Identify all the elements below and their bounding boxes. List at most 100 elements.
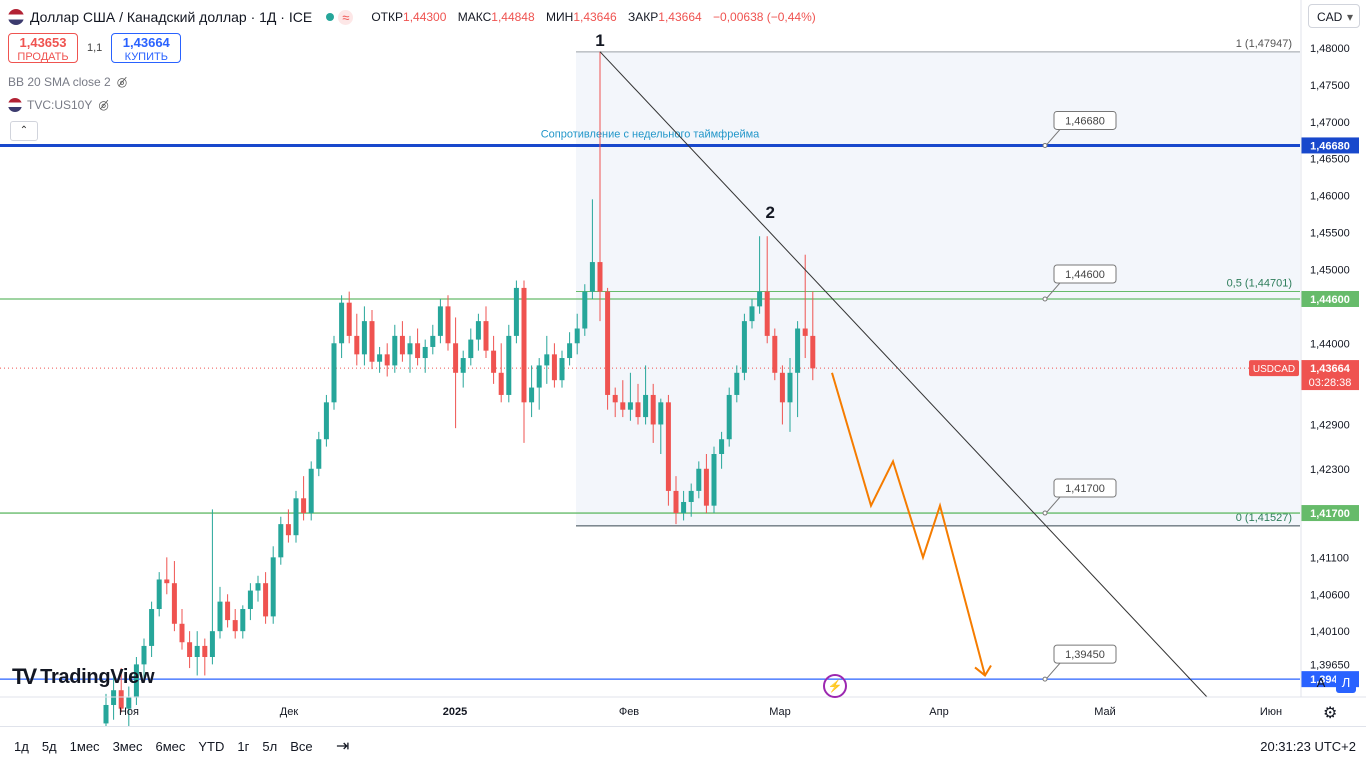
- symbol-title[interactable]: Доллар США / Канадский доллар · 1Д · ICE: [30, 9, 313, 25]
- usd-cad-flag-icon: [8, 9, 24, 25]
- tf-1y[interactable]: 1г: [237, 739, 250, 754]
- open-label: ОТКР: [371, 10, 404, 24]
- level-callout-pointer: [1045, 496, 1061, 514]
- clock[interactable]: 20:31:23 UTC+2: [1260, 739, 1356, 754]
- candle-body: [133, 664, 139, 698]
- candle-body: [187, 642, 193, 657]
- candle-body: [445, 306, 451, 344]
- candle-body: [567, 343, 573, 359]
- tf-5y[interactable]: 5л: [262, 739, 278, 754]
- level-callout-pointer: [1045, 282, 1061, 300]
- hidden-eye-icon[interactable]: ◎̸: [116, 75, 128, 89]
- currency-select[interactable]: CAD: [1308, 4, 1360, 29]
- candle-body: [293, 498, 299, 536]
- candle-body: [171, 583, 177, 624]
- low-value: 1,43646: [573, 10, 617, 24]
- y-tick-label: 1,40100: [1310, 626, 1350, 638]
- logo-text: TradingView: [40, 665, 155, 688]
- candle-body: [156, 579, 162, 610]
- candle-body: [346, 302, 352, 336]
- level-callout-box: [1053, 644, 1117, 664]
- tf-1d[interactable]: 1д: [14, 739, 29, 754]
- candle-body: [673, 490, 679, 514]
- indicator-us10y[interactable]: TVC:US10Y ◎̸: [8, 98, 109, 112]
- tf-3m[interactable]: 3мес: [112, 739, 143, 754]
- candle-body: [734, 372, 740, 395]
- candle-body: [627, 402, 633, 410]
- candle-body: [597, 262, 603, 292]
- tf-5d[interactable]: 5д: [41, 739, 57, 754]
- candle-body: [240, 609, 246, 632]
- candle-body: [787, 372, 793, 403]
- axis-level-label-bg: [1301, 290, 1359, 307]
- candle-body: [757, 291, 763, 307]
- candle-body: [506, 335, 512, 395]
- fib-level-label: 0 (1,41527): [1236, 512, 1292, 524]
- candle-body: [179, 623, 185, 643]
- candle-body: [430, 335, 436, 347]
- indicator-bb[interactable]: BB 20 SMA close 2 ◎̸: [8, 75, 127, 89]
- projection-arrowhead: [974, 664, 992, 677]
- log-scale-button[interactable]: Л: [1336, 673, 1356, 693]
- symbol-tag: USDCAD: [1253, 364, 1295, 375]
- sell-button[interactable]: 1,43653 ПРОДАТЬ: [8, 33, 78, 63]
- lightning-icon[interactable]: ⚡: [823, 674, 847, 698]
- candle-body: [635, 402, 641, 418]
- candle-body: [521, 287, 527, 403]
- candle-body: [270, 557, 276, 617]
- trendline: [599, 51, 1208, 698]
- candle-body: [225, 601, 231, 621]
- level-callout-box: [1053, 478, 1117, 498]
- candle-body: [392, 335, 398, 366]
- level-callout-box: [1053, 264, 1117, 284]
- candle-body: [194, 645, 200, 657]
- x-tick-label: Фев: [619, 706, 639, 718]
- bottom-toolbar: 1д 5д 1мес 3мес 6мес YTD 1г 5л Все ⇥ 20:…: [0, 726, 1366, 765]
- indicator-bb-label: BB 20 SMA close 2: [8, 75, 111, 89]
- candle-body: [339, 302, 345, 344]
- candle-body: [308, 468, 314, 514]
- x-tick-label: Мар: [769, 706, 791, 718]
- gear-icon[interactable]: ⚙: [1323, 705, 1338, 722]
- y-tick-label: 1,40600: [1310, 589, 1350, 601]
- delay-status-icon[interactable]: ≈: [338, 9, 354, 25]
- candle-body: [612, 394, 618, 403]
- y-tick-label: 1,46500: [1310, 154, 1350, 166]
- hidden-eye-icon[interactable]: ◎̸: [98, 98, 109, 112]
- level-callout-pointer: [1045, 129, 1061, 146]
- candle-body: [688, 490, 694, 502]
- tf-ytd[interactable]: YTD: [198, 739, 225, 754]
- auto-scale-button[interactable]: A: [1316, 675, 1326, 690]
- candle-body: [779, 372, 785, 403]
- axis-level-label: 1,41700: [1310, 508, 1350, 520]
- candle-body: [491, 350, 497, 373]
- candle-body: [415, 343, 421, 359]
- collapse-legend-button[interactable]: ⌃: [10, 121, 38, 141]
- candle-body: [483, 321, 489, 351]
- tf-6m[interactable]: 6мес: [155, 739, 186, 754]
- high-label: МАКС: [457, 10, 492, 24]
- candle-body: [202, 645, 208, 657]
- level-callout-text: 1,46680: [1065, 115, 1105, 127]
- tf-1m[interactable]: 1мес: [69, 739, 100, 754]
- candle-body: [407, 343, 413, 355]
- chart-header: Доллар США / Канадский доллар · 1Д · ICE…: [8, 6, 816, 28]
- open-value: 1,44300: [403, 10, 447, 24]
- market-open-status-icon: [326, 13, 335, 21]
- ohlc-values: ОТКР1,44300 МАКС1,44848 МИН1,43646 ЗАКР1…: [371, 10, 815, 24]
- level-note: Сопротивление с недельного таймфрейма: [541, 128, 760, 140]
- date-range-icon[interactable]: ⇥: [336, 738, 350, 755]
- tradingview-logo: TV TradingView: [12, 664, 155, 690]
- candle-body: [529, 387, 535, 403]
- sell-price: 1,43653: [19, 35, 67, 50]
- tf-all[interactable]: Все: [290, 739, 313, 754]
- candle-body: [331, 343, 337, 403]
- annotation-2: 2: [765, 203, 774, 222]
- candle-body: [453, 343, 459, 373]
- candle-body: [217, 601, 223, 632]
- price-label-bg: [1301, 360, 1359, 391]
- level-callout-anchor: [1042, 296, 1048, 302]
- candle-body: [696, 468, 702, 491]
- buy-button[interactable]: 1,43664 КУПИТЬ: [111, 33, 182, 63]
